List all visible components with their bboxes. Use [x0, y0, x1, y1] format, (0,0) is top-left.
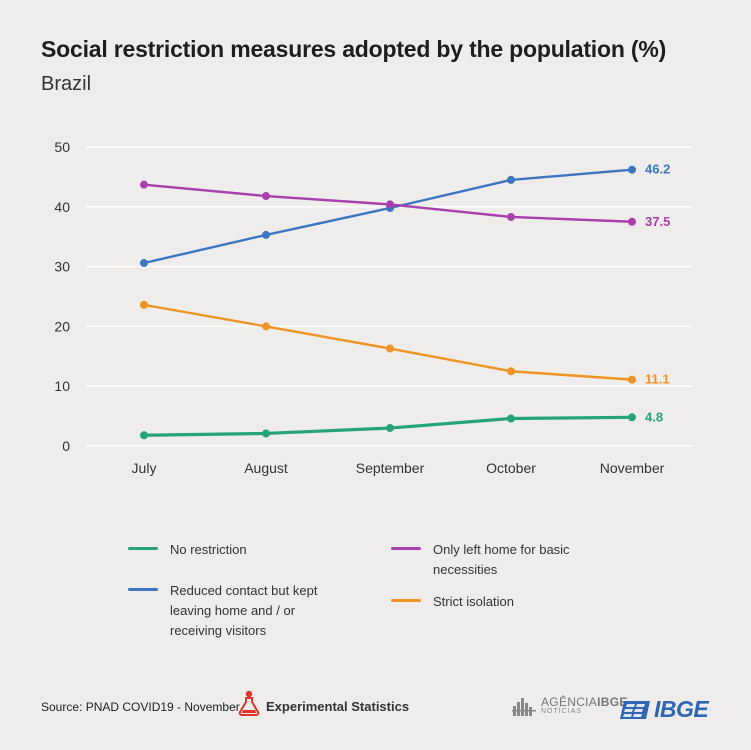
footer-experimental-statistics: Experimental Statistics	[266, 699, 410, 714]
legend-swatch-no-restriction	[128, 547, 158, 550]
x-tick-label: September	[356, 460, 425, 476]
legend-item-basic-necessities: Only left home for basic necessities	[391, 540, 570, 580]
data-point	[628, 413, 636, 422]
agencia-skyline-icon	[512, 698, 536, 716]
grid-lines	[86, 146, 692, 447]
series-end-labels: 4.8 46.2 37.5 11.1	[645, 162, 670, 425]
chart-title: Social restriction measures adopted by t…	[41, 36, 667, 62]
data-point	[140, 180, 148, 189]
legend-label-basic-necessities: Only left home for basic necessities	[433, 542, 570, 577]
legend-swatch-reduced-contact	[128, 588, 158, 591]
legend-item-strict-isolation: Strict isolation	[391, 592, 514, 612]
x-tick-label: November	[600, 460, 665, 476]
agencia-word: AGÊNCIA	[541, 695, 598, 709]
end-value-label: 4.8	[645, 409, 663, 424]
data-point	[507, 212, 515, 221]
ibge-logo-icon	[620, 700, 650, 719]
x-tick-label: August	[244, 460, 288, 476]
y-tick-label: 50	[54, 139, 70, 155]
legend-label-no-restriction: No restriction	[170, 542, 247, 557]
flask-person-icon	[238, 690, 260, 716]
y-tick-label: 30	[54, 259, 70, 275]
x-tick-label: July	[132, 460, 157, 476]
y-tick-label: 10	[54, 378, 70, 394]
data-point	[507, 414, 515, 423]
legend-label-strict-isolation: Strict isolation	[433, 594, 514, 609]
data-point	[262, 322, 270, 331]
legend-swatch-strict-isolation	[391, 599, 421, 602]
end-value-label: 37.5	[645, 214, 670, 229]
x-tick-label: October	[486, 460, 536, 476]
data-point	[507, 175, 515, 184]
legend-label-reduced-contact: Reduced contact but kept leaving home an…	[170, 583, 318, 638]
agencia-noticias: NOTÍCIAS	[541, 708, 583, 715]
x-axis-ticks: July August September October November	[132, 460, 665, 476]
data-point	[386, 200, 394, 209]
agencia-ibge-word: IBGE	[597, 695, 628, 709]
chart-subtitle: Brazil	[41, 73, 92, 95]
legend-item-reduced-contact: Reduced contact but kept leaving home an…	[128, 581, 317, 641]
data-point	[262, 429, 270, 438]
y-tick-label: 40	[54, 199, 70, 215]
ibge-wordmark: IBGE	[654, 696, 709, 722]
series-line-strict-isolation	[143, 303, 633, 381]
end-value-label: 11.1	[645, 372, 670, 387]
data-point	[140, 431, 148, 440]
y-tick-label: 20	[54, 318, 70, 334]
data-point	[507, 367, 515, 376]
data-point	[628, 217, 636, 226]
data-point	[262, 230, 270, 239]
data-point	[262, 192, 270, 201]
y-axis-ticks: 0 10 20 30 40 50	[54, 139, 70, 454]
data-point	[628, 375, 636, 384]
footer-source: Source: PNAD COVID19 - November	[41, 700, 240, 714]
y-tick-label: 0	[62, 438, 70, 454]
series-line-reduced-contact-but-kept-leavi	[143, 168, 633, 265]
data-point	[386, 344, 394, 353]
series-points	[140, 165, 636, 440]
data-point	[628, 165, 636, 174]
ibge-logo: IBGE	[620, 696, 709, 723]
agencia-ibge-logo: AGÊNCIAIBGE NOTÍCIAS	[512, 695, 628, 717]
data-point	[140, 300, 148, 309]
data-point	[140, 259, 148, 268]
legend-item-no-restriction: No restriction	[128, 540, 247, 560]
end-value-label: 46.2	[645, 162, 670, 177]
data-point	[386, 424, 394, 433]
legend-swatch-basic-necessities	[391, 547, 421, 550]
